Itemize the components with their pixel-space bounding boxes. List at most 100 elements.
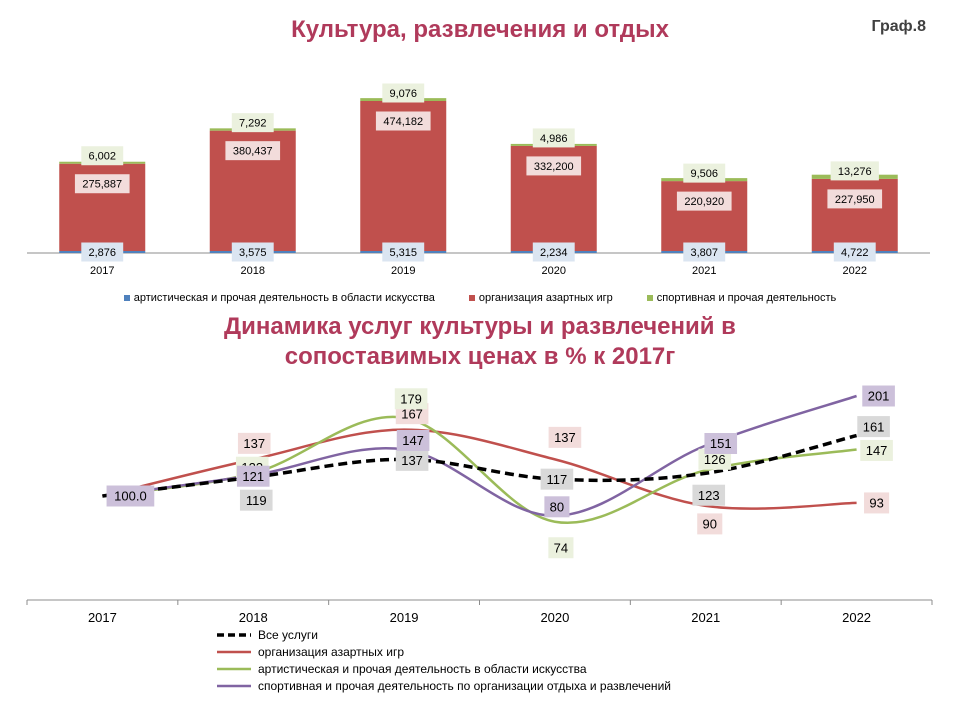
x-tick-label: 2022: [842, 610, 871, 625]
data-label-bg: [239, 489, 273, 511]
data-label-text: 90: [703, 517, 717, 532]
data-label: 126: [698, 448, 732, 470]
data-label-text: 100.0: [114, 489, 147, 504]
data-label: 4,722: [833, 242, 876, 262]
data-label-text: 161: [863, 419, 885, 434]
legend-item: артистическая и прочая деятельность в об…: [123, 292, 435, 304]
data-label-bg: [382, 83, 425, 103]
data-label-bg: [830, 161, 879, 181]
data-label-text: 332,200: [534, 161, 574, 173]
data-label: 5,315: [382, 242, 425, 262]
top-chart-title: Культура, развлечения и отдых: [291, 16, 669, 43]
data-label: 121: [236, 465, 270, 487]
data-label-text: 117: [547, 472, 568, 487]
data-label: 179: [394, 388, 428, 410]
data-label-bg: [225, 141, 281, 161]
x-tick-label: 2018: [239, 610, 268, 625]
data-label-text: 80: [550, 499, 564, 514]
legend-item: организация азартных игр: [216, 643, 671, 660]
data-label: 227,950: [827, 189, 883, 209]
legend-label: артистическая и прочая деятельность в об…: [133, 292, 435, 304]
data-label: 147: [860, 439, 893, 461]
data-label-bg: [74, 174, 130, 194]
data-label-text: 2,876: [88, 247, 116, 259]
legend-line-sample: [217, 684, 251, 687]
legend-swatch: [468, 295, 475, 301]
data-label-bg: [382, 242, 425, 262]
data-label: 275,887: [74, 174, 130, 194]
data-label-bg: [395, 449, 429, 471]
data-label-bg: [81, 146, 124, 166]
data-label: 6,002: [81, 146, 124, 166]
series-line: [102, 433, 858, 498]
legend-label: Все услуги: [258, 627, 318, 642]
legend-item: спортивная и прочая деятельность: [646, 292, 837, 304]
legend-swatch: [646, 295, 653, 301]
legend-item: Все услуги: [216, 626, 671, 643]
x-tick-label: 2018: [241, 265, 265, 277]
legend-label: спортивная и прочая деятельность по орга…: [258, 678, 671, 693]
data-label-bg: [394, 388, 428, 410]
line-chart-legend: Все услуги организация азартных игр артист…: [216, 626, 671, 694]
legend-swatch: [123, 295, 130, 301]
legend-line-sample: [217, 632, 251, 637]
data-label: 332,200: [526, 156, 582, 176]
data-label-text: 147: [402, 433, 424, 448]
data-label-text: 4,722: [841, 247, 869, 259]
data-label: 100.0: [106, 485, 155, 507]
x-tick-label: 2019: [391, 265, 415, 277]
bottom-chart-title: Динамика услуг культуры и развлечений в …: [0, 312, 960, 372]
data-label: 74: [548, 537, 574, 559]
data-label: 474,182: [375, 111, 431, 131]
data-label: 3,807: [683, 242, 726, 262]
figure-label: Граф.8: [871, 18, 926, 35]
x-tick-label: 2019: [390, 610, 419, 625]
data-label-text: 4,986: [540, 133, 568, 145]
data-label-text: 201: [868, 389, 890, 404]
data-label-text: 121: [242, 469, 264, 484]
data-label-text: 3,575: [239, 247, 267, 259]
legend-label: организация азартных игр: [478, 292, 613, 304]
series-line: [102, 428, 857, 510]
data-label-text: 137: [554, 430, 576, 445]
data-label-text: 74: [554, 540, 568, 555]
data-label-text: 93: [869, 496, 883, 511]
x-tick-label: 2017: [90, 265, 114, 277]
data-label-text: 7,292: [239, 118, 267, 130]
data-label-bg: [704, 433, 738, 455]
data-label-bg: [864, 492, 890, 514]
data-label-bg: [683, 242, 726, 262]
data-label-bg: [833, 242, 876, 262]
x-tick-label: 2017: [88, 610, 117, 625]
data-label-text: 126: [704, 452, 726, 467]
data-label: 4,986: [532, 128, 575, 148]
data-label-bg: [532, 128, 575, 148]
data-label-text: 119: [246, 493, 267, 508]
data-label: 2,234: [532, 242, 575, 262]
data-label-bg: [532, 242, 575, 262]
legend-label: артистическая и прочая деятельность в об…: [258, 661, 587, 676]
data-label-text: 137: [243, 436, 265, 451]
data-label-text: 137: [401, 453, 423, 468]
data-label: 161: [857, 416, 890, 438]
data-label-bg: [231, 113, 274, 133]
legend-item: спортивная и прочая деятельность по орга…: [216, 677, 671, 694]
data-label-text: 275,887: [82, 179, 122, 191]
data-label-text: 5,315: [389, 247, 417, 259]
data-label-bg: [676, 191, 732, 211]
data-label: 117: [540, 468, 574, 490]
data-label: 3,575: [231, 242, 274, 262]
data-label: 93: [864, 492, 890, 514]
legend-line-sample: [217, 650, 251, 653]
data-label-bg: [237, 432, 271, 454]
x-tick-label: 2022: [843, 265, 867, 277]
legend-label: организация азартных игр: [258, 644, 405, 659]
legend-line-sample: [217, 667, 251, 670]
legend-label: спортивная и прочая деятельность: [656, 292, 837, 304]
x-tick-label: 2020: [540, 610, 569, 625]
data-label: 9,076: [382, 83, 425, 103]
data-label-bg: [231, 242, 274, 262]
data-label-bg: [698, 448, 732, 470]
x-tick-label: 2020: [542, 265, 566, 277]
